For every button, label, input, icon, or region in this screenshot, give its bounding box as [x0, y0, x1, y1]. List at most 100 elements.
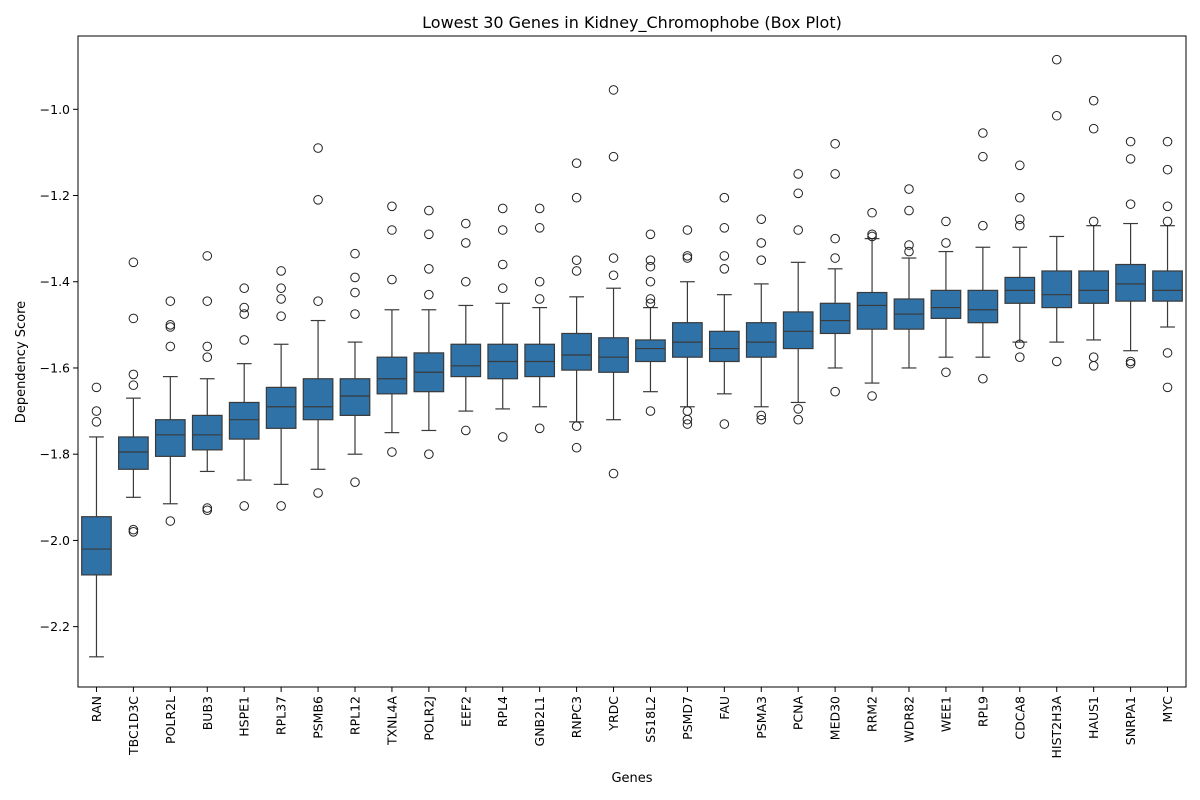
- box-group: [265, 266, 297, 511]
- outlier-point: [424, 229, 434, 240]
- outlier-point: [682, 251, 693, 261]
- outlier-point: [239, 501, 249, 511]
- outlier-point: [904, 205, 914, 216]
- box: [302, 378, 334, 421]
- box-group: [376, 201, 408, 457]
- outlier-point: [608, 151, 619, 162]
- box-group: [118, 257, 149, 537]
- outlier-point: [645, 255, 656, 265]
- outlier-point: [1162, 201, 1173, 212]
- box-group: [413, 205, 445, 459]
- x-axis-label: Genes: [611, 771, 652, 786]
- outlier-point: [497, 283, 508, 294]
- outlier-point: [424, 289, 434, 300]
- box: [450, 343, 482, 378]
- box: [81, 516, 112, 576]
- outlier-point: [128, 257, 139, 268]
- x-tick-label: RPL4: [495, 696, 510, 727]
- box: [856, 291, 888, 330]
- y-tick-label: −1.6: [40, 360, 70, 375]
- x-tick-label: RPL12: [348, 696, 363, 735]
- outlier-point: [424, 449, 434, 459]
- outlier-point: [756, 238, 767, 248]
- outlier-point: [239, 283, 249, 294]
- outlier-point: [830, 233, 840, 244]
- outlier-point: [571, 158, 582, 168]
- x-tick-label: BUB3: [200, 696, 215, 730]
- outlier-point: [202, 505, 213, 516]
- outlier-point: [1015, 214, 1025, 225]
- outlier-point: [904, 240, 914, 250]
- x-tick-label: POLR2J: [421, 696, 436, 741]
- outlier-point: [387, 447, 397, 457]
- outlier-point: [128, 369, 139, 380]
- outlier-point: [571, 421, 582, 431]
- box: [635, 339, 666, 363]
- outlier-point: [1051, 356, 1062, 367]
- x-tick-label: EEF2: [458, 696, 473, 727]
- outlier-point: [571, 442, 582, 453]
- outlier-point: [387, 225, 397, 235]
- outlier-point: [497, 259, 508, 270]
- x-tick-label: RPL9: [975, 696, 990, 727]
- outlier-point: [867, 207, 877, 218]
- x-tick-label: TBC1D3C: [126, 696, 141, 756]
- outlier-point: [682, 406, 693, 416]
- outlier-point: [645, 261, 656, 272]
- outlier-point: [645, 298, 656, 309]
- box: [265, 386, 297, 429]
- outlier-point: [1015, 352, 1025, 362]
- outlier-point: [424, 205, 434, 216]
- box-group: [1041, 54, 1073, 367]
- outlier-point: [793, 225, 804, 235]
- box: [376, 356, 408, 395]
- outlier-point: [830, 138, 840, 149]
- outlier-point: [313, 296, 323, 306]
- box: [782, 311, 814, 350]
- box-group: [1004, 160, 1036, 362]
- outlier-point: [461, 276, 471, 287]
- outlier-point: [904, 184, 914, 194]
- x-tick-label: RRM2: [865, 696, 880, 732]
- box-group: [893, 184, 925, 369]
- outlier-point: [867, 391, 877, 401]
- outlier-point: [128, 313, 139, 324]
- outlier-point: [1125, 136, 1136, 147]
- outlier-point: [534, 294, 545, 304]
- box-group: [154, 296, 186, 526]
- outlier-point: [1125, 356, 1136, 367]
- box-group: [302, 143, 334, 498]
- box: [745, 322, 777, 358]
- outlier-point: [497, 225, 508, 235]
- outlier-point: [1125, 154, 1136, 164]
- outlier-point: [571, 266, 582, 276]
- outlier-point: [1162, 216, 1173, 227]
- outlier-point: [1051, 54, 1062, 65]
- outlier-point: [830, 253, 840, 263]
- outlier-point: [645, 294, 656, 304]
- outlier-point: [313, 143, 323, 153]
- y-tick-label: −2.0: [40, 533, 70, 548]
- x-tick-label: PSMB6: [311, 696, 326, 739]
- outlier-point: [1162, 136, 1173, 147]
- outlier-point: [756, 214, 767, 225]
- outlier-point: [719, 251, 730, 261]
- outlier-point: [645, 276, 656, 287]
- outlier-point: [1162, 164, 1173, 175]
- outlier-point: [941, 367, 951, 378]
- outlier-point: [1015, 339, 1025, 350]
- outlier-point: [350, 309, 360, 319]
- box: [154, 419, 186, 457]
- outlier-point: [719, 192, 730, 203]
- plot-frame: [77, 35, 1187, 688]
- x-tick-label: RPL37: [274, 696, 289, 735]
- outlier-point: [756, 414, 767, 425]
- x-tick-label: WDR82: [902, 696, 917, 743]
- outlier-point: [978, 128, 988, 138]
- x-tick-label: HIST2H3A: [1049, 696, 1064, 759]
- box: [191, 414, 223, 451]
- box-group: [635, 229, 666, 416]
- x-tick-label: GNB2L1: [532, 696, 547, 746]
- outlier-point: [350, 287, 360, 298]
